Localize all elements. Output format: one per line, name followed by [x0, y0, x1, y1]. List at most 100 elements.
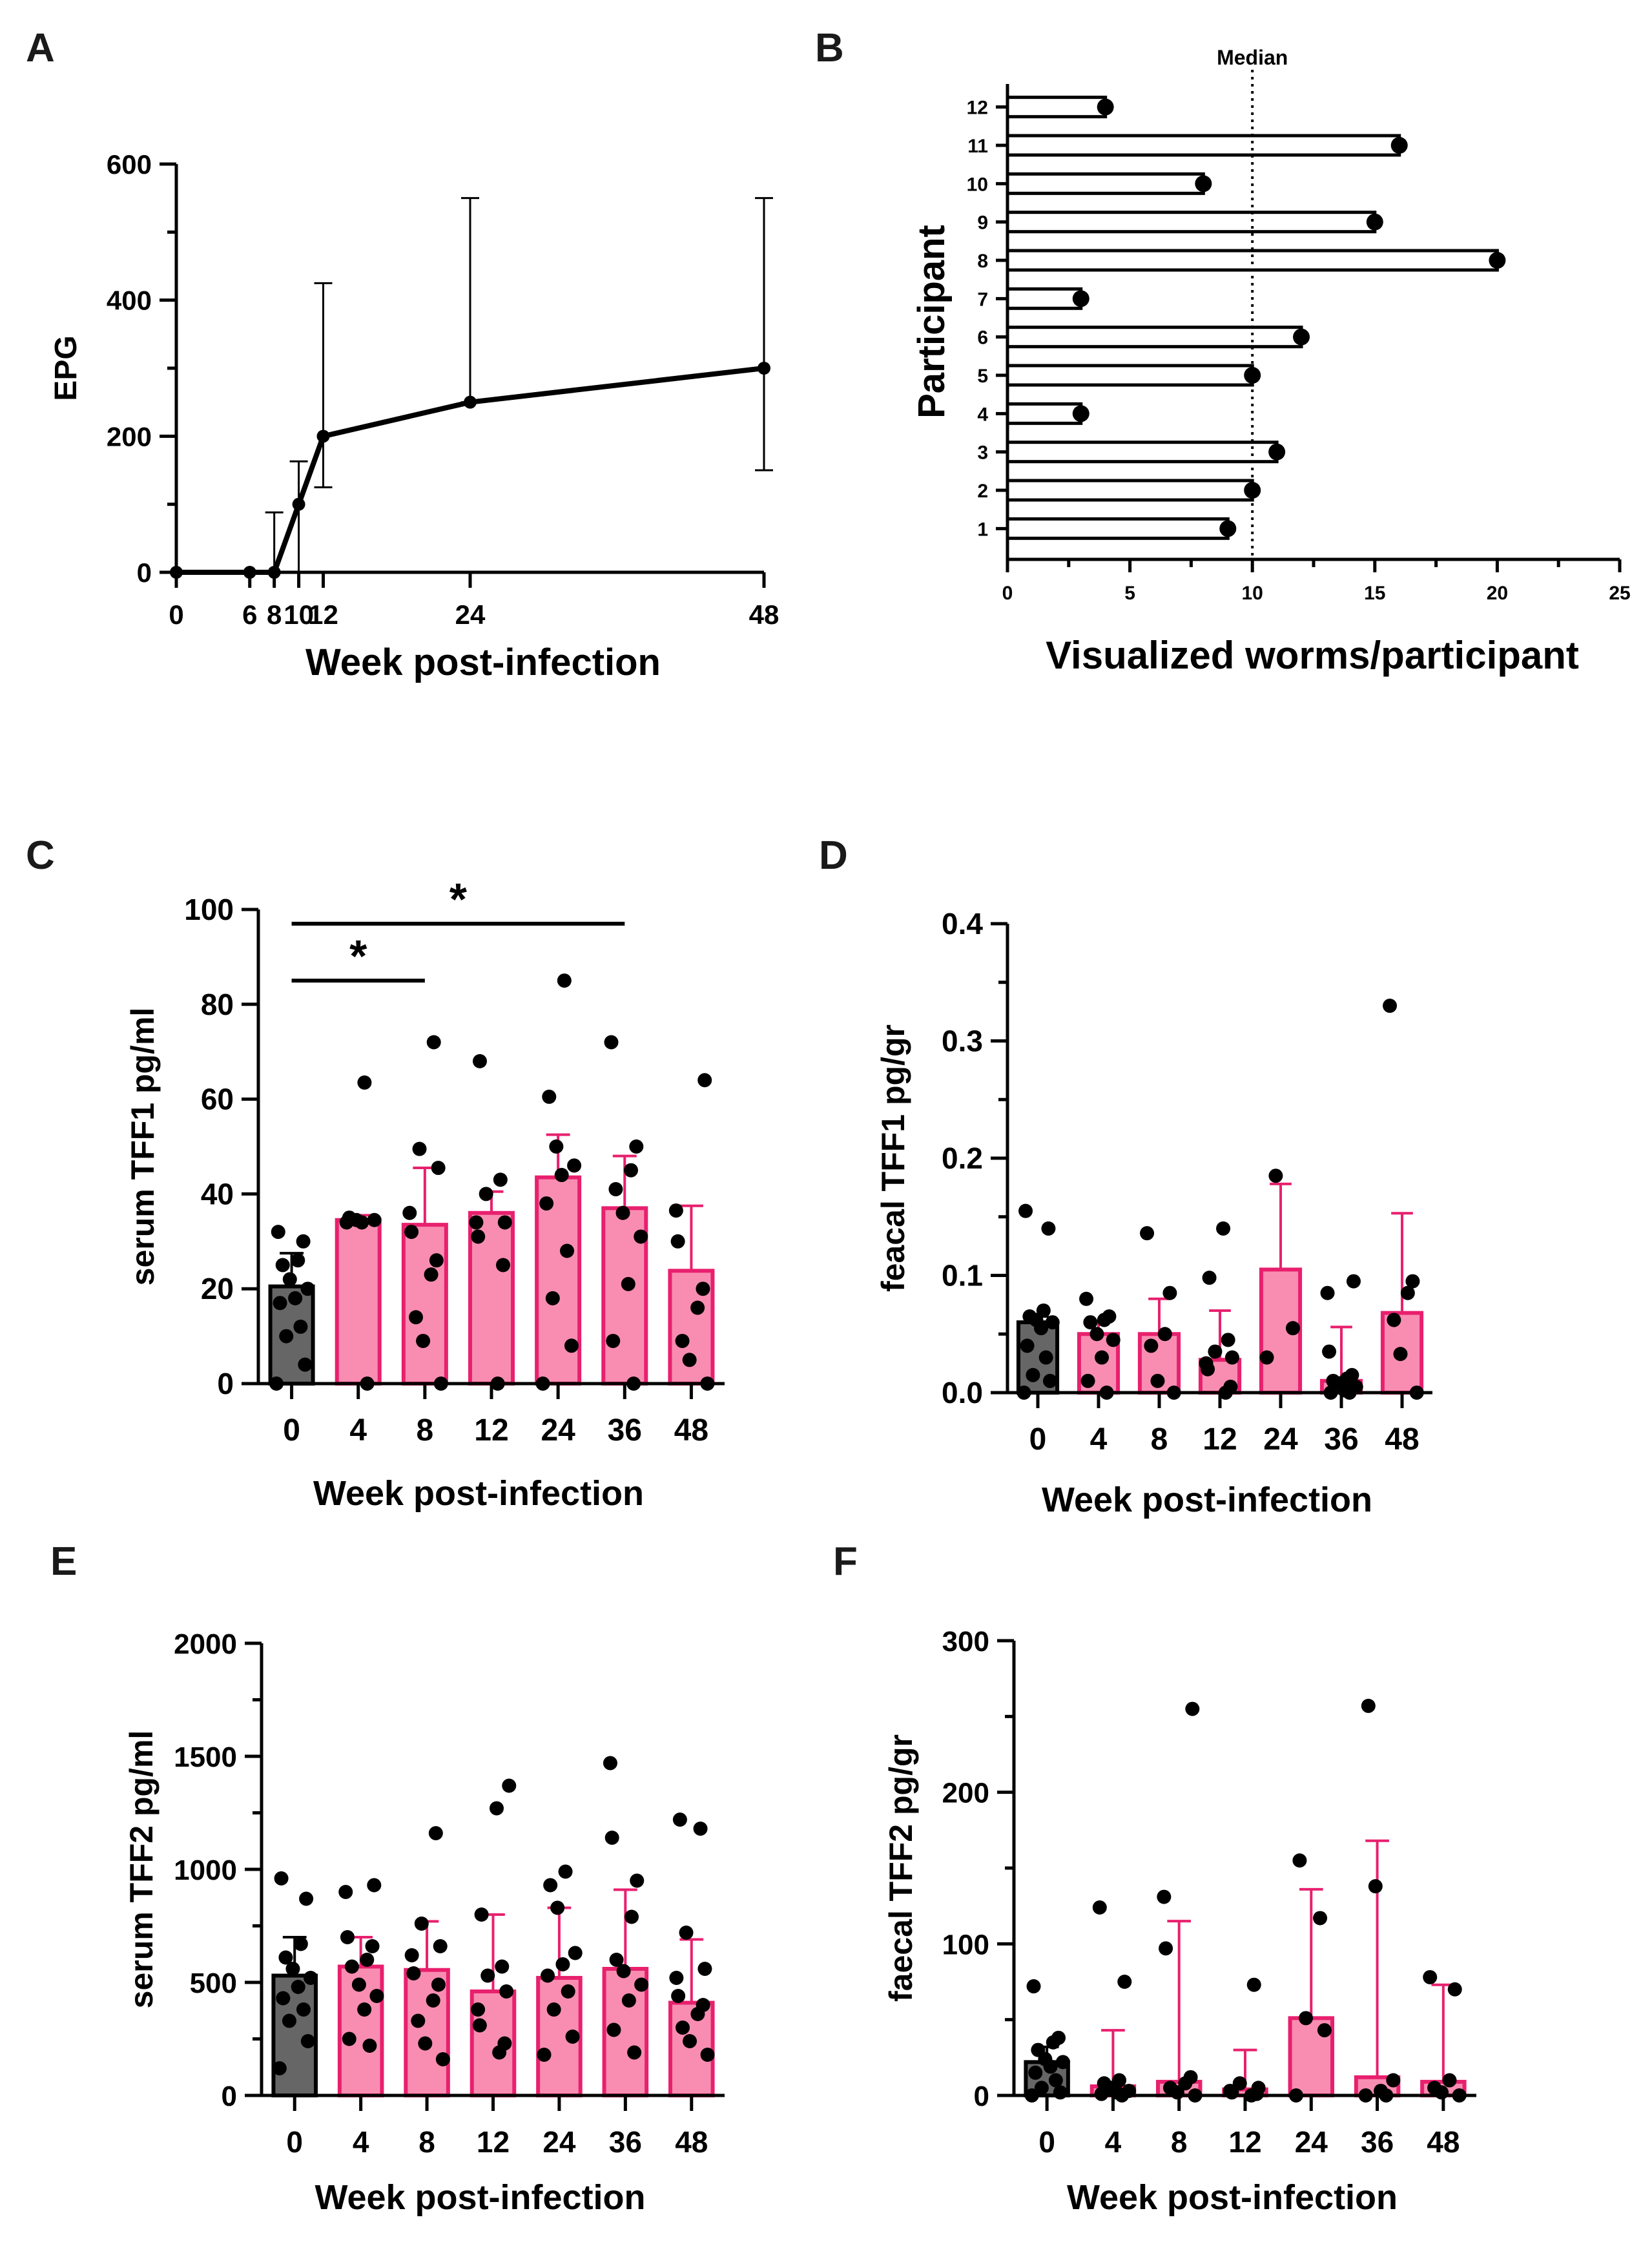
data-point [170, 566, 183, 579]
data-point [357, 2002, 372, 2017]
data-point [1053, 2085, 1068, 2100]
data-point [554, 1168, 569, 1183]
bar [601, 1206, 648, 1386]
data-point [1368, 1879, 1383, 1894]
panel-label-a: A [26, 26, 55, 70]
y-tick-label: 0.2 [942, 1141, 983, 1175]
data-point [282, 2013, 296, 2028]
data-point [285, 1962, 300, 1976]
data-point [433, 1939, 448, 1953]
data-point [1034, 2081, 1049, 2095]
data-point [1393, 1347, 1408, 1362]
data-point [367, 1212, 382, 1227]
data-point [1041, 1221, 1056, 1236]
data-point [278, 1950, 293, 1965]
y-tick-label: 0.4 [942, 907, 983, 940]
x-tick-label: 0 [1029, 1422, 1047, 1457]
x-tick-label: 8 [1151, 1422, 1168, 1457]
x-tick-label: 12 [308, 599, 338, 630]
participant-bar [1006, 134, 1401, 157]
data-point [1102, 1309, 1117, 1324]
data-point [369, 1989, 384, 2003]
data-point [1383, 999, 1398, 1013]
data-point [1299, 2011, 1314, 2026]
data-point [412, 1141, 427, 1156]
data-point [499, 1984, 514, 1999]
data-point [296, 1234, 311, 1249]
data-point [480, 1968, 495, 1983]
data-point [567, 1158, 582, 1173]
y-axis-title: serum TFF2 pg/ml [123, 1730, 160, 2009]
y-tick-label: 0 [974, 2081, 989, 2112]
y-tick-label: 0.3 [942, 1024, 983, 1058]
participant-bar [1006, 287, 1083, 310]
data-point [340, 1930, 355, 1944]
data-point [541, 1968, 555, 1983]
data-point [1313, 1911, 1328, 1926]
data-point [1031, 2042, 1046, 2057]
y-axis-title: serum TFF1 pg/ml [125, 1008, 161, 1286]
x-tick-label: 12 [477, 2125, 510, 2159]
y-tick-label: 80 [201, 988, 234, 1021]
data-point [1157, 1327, 1172, 1342]
data-point [1326, 1373, 1341, 1388]
y-tick-label: 200 [107, 421, 152, 452]
data-point [471, 1229, 486, 1244]
data-point [429, 1253, 444, 1268]
x-tick-label: 12 [1203, 1422, 1237, 1457]
data-point [1246, 1977, 1261, 1992]
data-point [1251, 2081, 1266, 2095]
x-tick-label: 8 [267, 599, 282, 630]
data-point [1092, 1900, 1107, 1915]
data-point [1028, 2065, 1043, 2080]
y-tick-label: 1000 [174, 1854, 237, 1886]
x-tick-label: 36 [608, 1413, 642, 1448]
x-tick-label: 0 [286, 2125, 303, 2159]
x-tick-label: 4 [353, 2125, 369, 2159]
data-point [342, 1210, 356, 1225]
x-tick-label: 12 [1228, 2125, 1261, 2159]
participant-point [1072, 290, 1089, 307]
participant-bar [1006, 211, 1377, 234]
data-point [1232, 2076, 1247, 2091]
data-point [296, 2002, 311, 2017]
data-point [1112, 2073, 1127, 2088]
data-point [675, 1333, 690, 1348]
median-label: Median [1217, 46, 1288, 69]
participant-bar [1006, 364, 1254, 387]
data-point [1089, 1327, 1104, 1342]
data-point [693, 1822, 708, 1836]
participant-bar [1006, 249, 1499, 272]
x-axis-title: Week post-infection [1067, 2178, 1398, 2217]
y-tick-label: 300 [942, 1626, 989, 1657]
data-point [621, 1993, 636, 2008]
x-tick-label: 24 [541, 1413, 575, 1448]
data-point [472, 1054, 487, 1068]
data-point [1097, 2076, 1111, 2091]
y-axis-title: Participant [911, 225, 953, 419]
x-tick-label: 6 [242, 599, 257, 630]
data-point [1292, 1853, 1307, 1868]
x-tick-label: 48 [674, 1413, 708, 1448]
data-point [669, 1971, 684, 1985]
x-tick-label: 48 [1427, 2125, 1460, 2159]
data-point [411, 2013, 426, 2028]
data-point [291, 1980, 305, 1994]
data-point [272, 2061, 287, 2075]
x-axis-title: Week post-infection [315, 2178, 645, 2217]
data-point [1162, 2081, 1177, 2095]
data-point [490, 1801, 504, 1816]
data-point [344, 1959, 359, 1974]
x-tick-label: 24 [1263, 1422, 1298, 1457]
data-point [298, 1357, 313, 1372]
x-tick-label: 25 [1609, 583, 1630, 604]
data-point [1259, 1350, 1274, 1365]
data-point [624, 1909, 639, 1924]
data-point [634, 1229, 648, 1244]
data-point [697, 1073, 712, 1088]
